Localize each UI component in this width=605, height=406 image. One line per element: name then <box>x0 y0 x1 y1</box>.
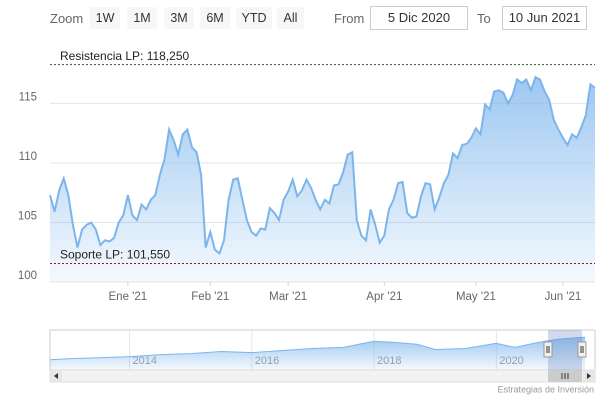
zoom-label: Zoom <box>50 11 84 26</box>
price-line <box>49 75 596 256</box>
x-tick-label: Apr '21 <box>366 291 402 303</box>
x-tick-label: Mar '21 <box>269 291 307 303</box>
y-tick-label: 105 <box>18 210 37 222</box>
y-tick-label: 100 <box>18 270 37 282</box>
arrow-right <box>587 373 591 379</box>
credits: Estrategias de Inversión <box>497 384 594 394</box>
price-line <box>49 336 586 361</box>
handle-grip <box>580 346 584 353</box>
zoom-button[interactable]: 1M <box>127 7 157 29</box>
handle-grip <box>546 346 550 353</box>
to-input[interactable]: 10 Jun 2021 <box>502 6 587 30</box>
zoom-button[interactable]: 6M <box>200 7 230 29</box>
arrow-left <box>54 373 58 379</box>
x-tick-label: Jun '21 <box>545 291 582 303</box>
plot-line-label: Soporte LP: 101,550 <box>60 248 170 262</box>
x-tick-label: Feb '21 <box>191 291 229 303</box>
from-label: From <box>334 11 365 26</box>
zoom-button[interactable]: 1W <box>90 7 120 29</box>
area-fill <box>50 77 595 282</box>
zoom-button[interactable]: 3M <box>164 7 194 29</box>
navigator-handle[interactable] <box>543 341 553 358</box>
y-tick-label: 115 <box>19 91 37 103</box>
navigator-handle[interactable] <box>577 341 587 358</box>
scrollbar-track[interactable] <box>49 369 596 383</box>
zoom-button[interactable]: YTD <box>236 7 272 29</box>
navigator-selection[interactable] <box>548 330 582 370</box>
plot-line-label: Resistencia LP: 118,250 <box>60 49 190 63</box>
x-tick-label: Ene '21 <box>109 291 148 303</box>
thumb-grip <box>561 373 569 379</box>
to-label: To <box>477 11 491 26</box>
from-input[interactable]: 5 Dic 2020 <box>370 6 468 30</box>
zoom-button[interactable]: All <box>277 7 304 29</box>
area-fill <box>50 337 585 370</box>
y-tick-label: 110 <box>19 151 37 163</box>
x-tick-label: May '21 <box>456 291 496 303</box>
